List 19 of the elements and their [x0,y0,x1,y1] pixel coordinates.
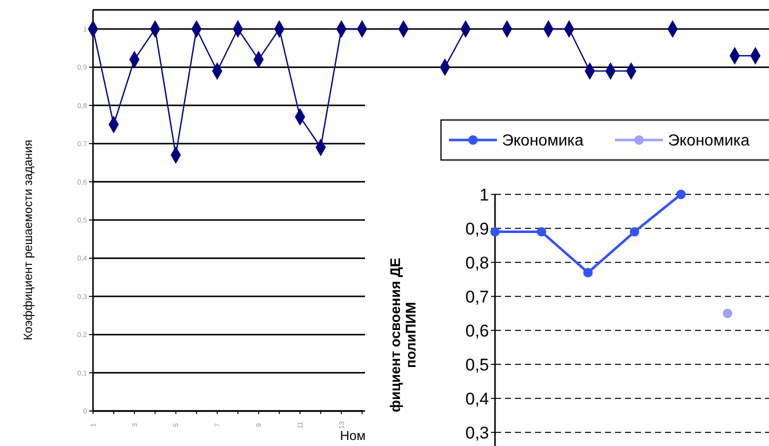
y-tick-label: 0,9 [465,219,489,238]
point [676,190,686,200]
y-tick-label: 0,5 [465,355,489,374]
y-tick-label: 0,4 [465,389,489,408]
y-tick-label: 0,6 [465,321,489,340]
point [630,227,640,237]
point [583,268,593,278]
point [490,227,500,237]
y-tick-label: 0,7 [465,287,489,306]
legend-label: Экономика [668,132,750,150]
legend-label: Экономика [502,132,584,150]
y-tick-label: 0,8 [465,253,489,272]
y-axis-title: Коэффициент решаемости задания [21,140,35,340]
y-tick-label: 1 [480,185,489,204]
y-tick-label: 0,3 [465,423,489,442]
x-axis-title: Ном [340,428,366,443]
point [722,308,732,318]
point [536,227,546,237]
y-axis-title: фициент освоения ДЕ полиПИМ [387,258,418,412]
